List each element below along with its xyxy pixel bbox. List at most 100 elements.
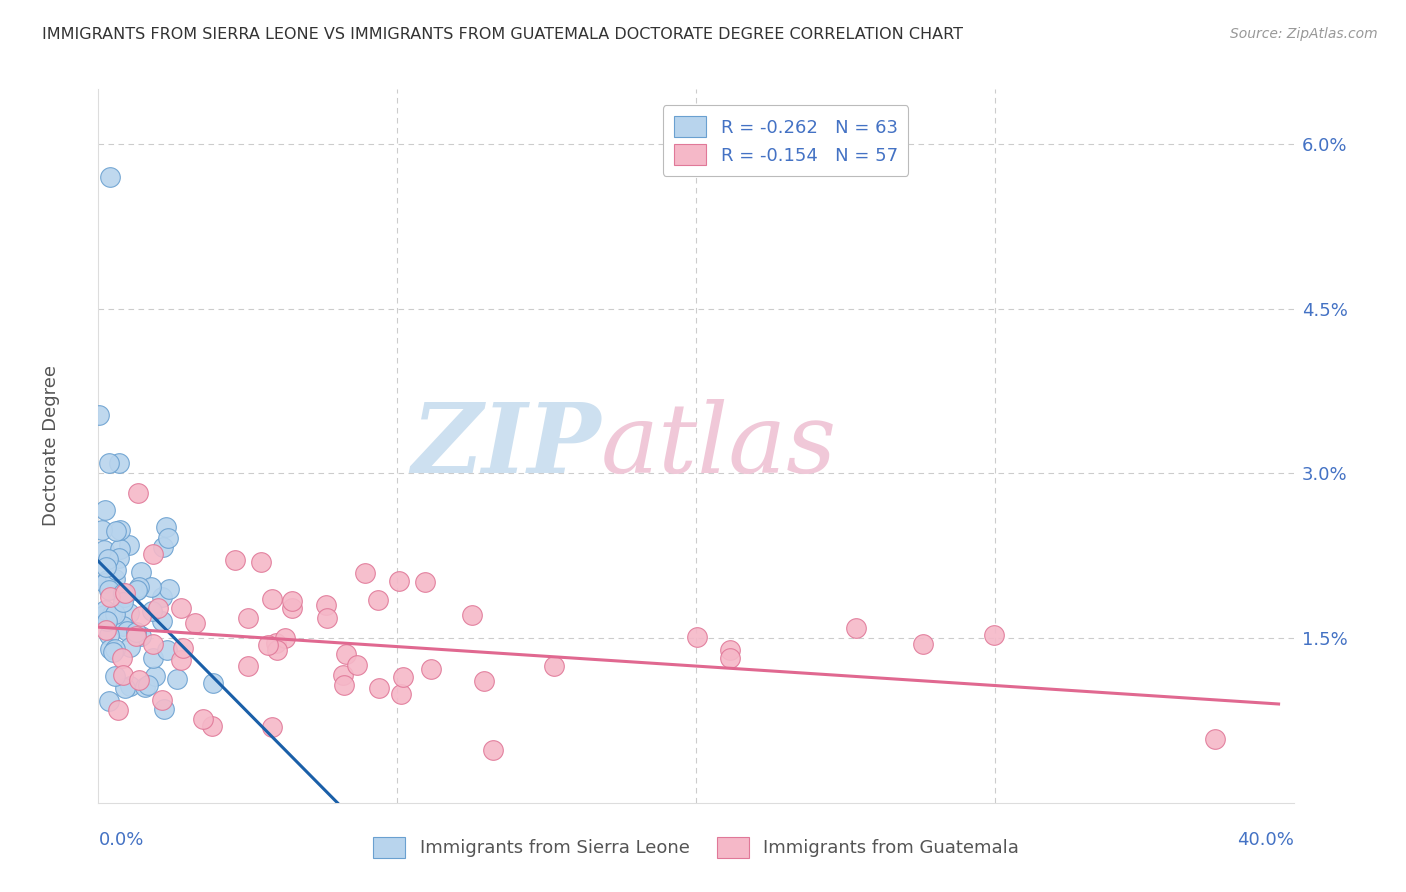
Point [134, 680, 156, 694]
Point [114, 681, 136, 695]
Point [107, 702, 129, 716]
Point [141, 604, 163, 618]
Point [127, 486, 149, 500]
Point [156, 643, 179, 657]
Point [96, 559, 118, 574]
Point [461, 608, 484, 623]
Point [256, 638, 278, 652]
Point [104, 572, 127, 586]
Point [156, 531, 179, 545]
Point [131, 565, 153, 579]
Point [87, 408, 110, 422]
Point [120, 640, 142, 654]
Point [125, 625, 148, 640]
Point [100, 642, 122, 657]
Text: ZIP: ZIP [411, 399, 600, 493]
Point [346, 658, 368, 673]
Point [335, 647, 357, 661]
Point [124, 629, 146, 643]
Point [388, 574, 411, 589]
Point [129, 629, 152, 643]
Point [104, 524, 127, 538]
Point [127, 583, 149, 598]
Point [111, 588, 134, 602]
Point [129, 608, 152, 623]
Text: 0.0%: 0.0% [98, 831, 143, 849]
Point [143, 669, 166, 683]
Point [367, 593, 389, 607]
Point [96, 573, 118, 587]
Point [104, 607, 127, 621]
Point [112, 590, 135, 604]
Point [543, 659, 565, 673]
Point [125, 628, 148, 642]
Point [157, 582, 180, 597]
Point [224, 553, 246, 567]
Text: Doctorate Degree: Doctorate Degree [42, 366, 59, 526]
Point [94, 575, 117, 590]
Point [170, 652, 193, 666]
Point [118, 607, 141, 621]
Point [1204, 731, 1226, 746]
Point [238, 611, 260, 625]
Point [281, 594, 304, 608]
Point [332, 678, 354, 692]
Point [96, 614, 118, 628]
Point [420, 662, 443, 676]
Point [238, 659, 260, 673]
Point [389, 687, 412, 701]
Point [201, 719, 224, 733]
Point [103, 668, 125, 682]
Point [413, 574, 436, 589]
Point [392, 670, 415, 684]
Text: IMMIGRANTS FROM SIERRA LEONE VS IMMIGRANTS FROM GUATEMALA DOCTORATE DEGREE CORRE: IMMIGRANTS FROM SIERRA LEONE VS IMMIGRAN… [42, 27, 963, 42]
Text: 40.0%: 40.0% [1237, 831, 1294, 849]
Point [202, 675, 225, 690]
Text: Source: ZipAtlas.com: Source: ZipAtlas.com [1230, 27, 1378, 41]
Point [97, 552, 120, 566]
Text: atlas: atlas [600, 399, 837, 493]
Point [142, 637, 165, 651]
Point [172, 641, 194, 656]
Point [152, 541, 174, 555]
Point [155, 520, 177, 534]
Point [250, 555, 273, 569]
Point [111, 668, 134, 682]
Point [111, 586, 134, 600]
Point [482, 743, 505, 757]
Point [262, 592, 284, 607]
Point [105, 563, 128, 577]
Point [90, 524, 112, 538]
Point [686, 631, 709, 645]
Point [97, 582, 120, 597]
Point [983, 628, 1005, 642]
Point [93, 543, 115, 558]
Point [125, 582, 148, 597]
Point [260, 720, 283, 734]
Point [472, 673, 495, 688]
Point [112, 619, 135, 633]
Point [150, 590, 173, 604]
Point [266, 642, 288, 657]
Point [315, 598, 337, 612]
Point [93, 608, 115, 623]
Point [142, 547, 165, 561]
Point [354, 566, 377, 580]
Point [152, 615, 174, 629]
Point [720, 643, 742, 657]
Point [114, 586, 136, 600]
Point [97, 456, 120, 470]
Point [128, 580, 150, 594]
Point [264, 636, 287, 650]
Point [118, 679, 141, 693]
Point [108, 542, 131, 557]
Point [118, 538, 141, 552]
Point [108, 456, 131, 470]
Point [108, 523, 131, 537]
Point [115, 624, 138, 638]
Point [100, 169, 122, 184]
Point [166, 672, 188, 686]
Point [101, 645, 124, 659]
Point [139, 580, 162, 594]
Point [108, 550, 131, 565]
